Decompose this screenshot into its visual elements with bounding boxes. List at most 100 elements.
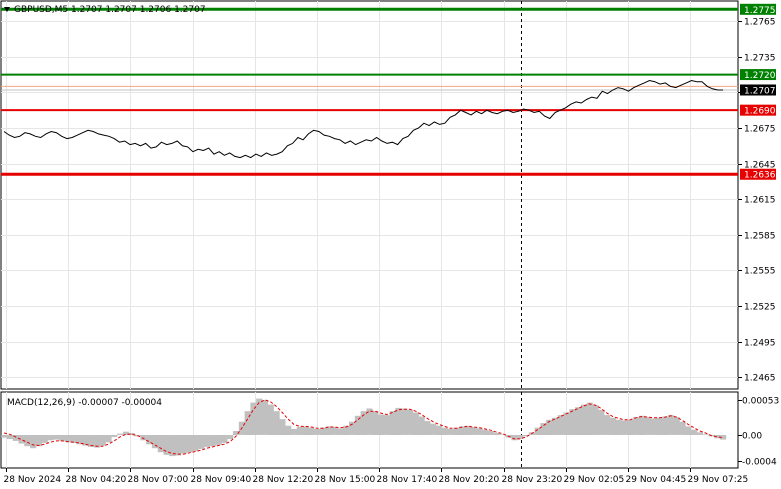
- macd-bar: [47, 435, 54, 441]
- macd-bar: [30, 435, 37, 449]
- macd-bar: [696, 432, 703, 435]
- macd-tick-label: 0.00: [742, 432, 762, 442]
- macd-bar: [285, 425, 292, 435]
- main-plot-area[interactable]: [0, 0, 739, 390]
- macd-bar: [88, 435, 95, 447]
- level-labels: 1.2775 1.2720 1.2707 1.2690 1.2636: [740, 3, 776, 181]
- price-tick-label: 1.2765: [744, 18, 776, 28]
- macd-bar: [76, 435, 83, 445]
- macd-bar: [662, 416, 669, 435]
- macd-bar: [146, 435, 153, 445]
- macd-bar: [685, 426, 692, 435]
- level-label: 1.2720: [744, 71, 776, 81]
- macd-bar: [70, 435, 77, 443]
- macd-axis: 0.00053 0.00 -0.0004: [738, 397, 779, 468]
- macd-bar: [157, 435, 164, 453]
- macd-bar: [627, 419, 634, 435]
- level-label-bg: [740, 168, 776, 180]
- macd-bar: [169, 435, 176, 457]
- macd-bar: [488, 431, 495, 435]
- macd-bar: [198, 435, 205, 449]
- macd-bar: [580, 404, 587, 435]
- macd-bar: [6, 435, 13, 439]
- main-panel[interactable]: 1.27651.27351.27051.26751.26451.26151.25…: [0, 0, 776, 390]
- macd-bar: [714, 435, 721, 439]
- macd-bar: [308, 427, 315, 435]
- macd-bar: [227, 435, 234, 439]
- price-tick-label: 1.2675: [744, 125, 776, 135]
- macd-bar: [215, 435, 222, 445]
- macd-bar: [209, 435, 216, 447]
- macd-bar: [354, 415, 361, 435]
- time-tick-label: 29 Nov 02:05: [564, 475, 625, 485]
- macd-bar: [494, 433, 501, 435]
- macd-bar: [279, 419, 286, 435]
- price-tick-label: 1.2615: [744, 196, 776, 206]
- macd-bar: [563, 412, 570, 435]
- macd-bar: [12, 435, 19, 441]
- time-tick-label: 29 Nov 07:25: [688, 475, 749, 485]
- macd-bar: [592, 405, 599, 435]
- macd-bar: [621, 420, 628, 435]
- level-label: 1.2707: [744, 86, 776, 96]
- macd-bar: [314, 429, 321, 435]
- macd-bar: [93, 435, 100, 448]
- macd-bar: [702, 434, 709, 435]
- macd-bar: [99, 435, 106, 446]
- macd-bar: [546, 419, 553, 435]
- macd-bar: [482, 429, 489, 435]
- macd-bar: [337, 428, 344, 435]
- macd-bar: [459, 426, 466, 435]
- macd-bar: [256, 398, 263, 435]
- macd-bar: [140, 435, 147, 441]
- macd-bar: [1, 435, 8, 438]
- macd-bar: [673, 417, 680, 435]
- time-axis: 28 Nov 2024 28 Nov 04:20 28 Nov 07:00 28 No…: [4, 468, 749, 485]
- macd-bar: [244, 411, 251, 435]
- macd-bar: [296, 427, 303, 435]
- level-label: 1.2690: [744, 107, 776, 117]
- time-tick-label: 29 Nov 04:45: [626, 475, 687, 485]
- price-tick-label: 1.2585: [744, 232, 776, 242]
- macd-bar: [575, 407, 582, 435]
- macd-bar: [378, 414, 385, 435]
- macd-bar: [163, 435, 170, 455]
- macd-bar: [604, 415, 611, 435]
- price-tick-label: 1.2555: [744, 267, 776, 277]
- macd-bar: [453, 427, 460, 435]
- macd-bar: [24, 435, 31, 447]
- macd-bar: [291, 429, 298, 435]
- macd-bar: [691, 429, 698, 435]
- macd-bar: [412, 412, 419, 435]
- price-tick-label: 1.2465: [744, 374, 776, 384]
- macd-bar: [586, 402, 593, 435]
- macd-bar: [41, 435, 48, 443]
- macd-bar: [192, 435, 199, 451]
- levels-layer: [1, 7, 738, 176]
- macd-bar: [111, 435, 118, 437]
- macd-bar: [262, 399, 269, 435]
- macd-bar: [302, 426, 309, 435]
- macd-bar: [523, 435, 530, 437]
- price-line: [3, 79, 723, 159]
- level-label: 1.2636: [744, 171, 776, 181]
- triangle-down-icon[interactable]: [4, 7, 10, 12]
- macd-bar: [250, 402, 257, 435]
- main-grid: [1, 1, 738, 389]
- time-tick-label: 28 Nov 23:20: [502, 475, 563, 485]
- macd-bar: [557, 415, 564, 435]
- macd-bar: [499, 434, 506, 435]
- macd-bar: [511, 435, 518, 441]
- macd-bar: [53, 435, 60, 440]
- macd-bar: [267, 404, 274, 435]
- macd-title: MACD(12,26,9) -0.00007 -0.00004: [7, 398, 162, 408]
- macd-panel[interactable]: 0.00053 0.00 -0.0004 MACD(12,26,9) -0.0000…: [0, 391, 779, 469]
- macd-bar: [650, 418, 657, 435]
- macd-bar: [476, 428, 483, 435]
- macd-bar: [465, 425, 472, 435]
- macd-bar: [407, 409, 414, 435]
- macd-bar: [534, 427, 541, 435]
- macd-bar: [105, 435, 112, 443]
- macd-bar: [366, 408, 373, 435]
